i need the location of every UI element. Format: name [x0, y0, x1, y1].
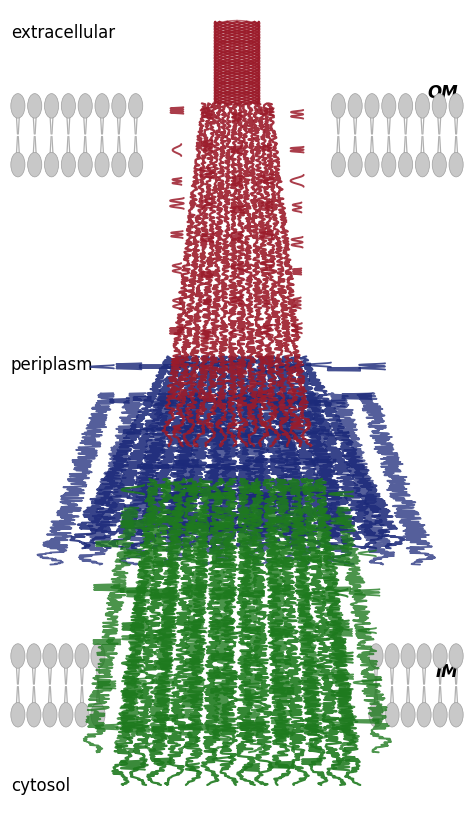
Circle shape	[91, 703, 105, 727]
Text: cytosol: cytosol	[11, 776, 70, 794]
Circle shape	[369, 703, 383, 727]
Circle shape	[415, 152, 429, 177]
Circle shape	[27, 644, 41, 668]
Circle shape	[27, 93, 42, 118]
Circle shape	[78, 93, 92, 118]
Circle shape	[365, 152, 379, 177]
Circle shape	[61, 93, 75, 118]
Circle shape	[45, 152, 59, 177]
Circle shape	[11, 93, 25, 118]
Circle shape	[382, 152, 396, 177]
Text: extracellular: extracellular	[11, 25, 115, 43]
Circle shape	[128, 93, 143, 118]
Circle shape	[449, 152, 463, 177]
Text: OM: OM	[428, 84, 458, 102]
Circle shape	[385, 644, 399, 668]
Circle shape	[417, 644, 431, 668]
Circle shape	[382, 93, 396, 118]
Circle shape	[61, 152, 75, 177]
Circle shape	[385, 703, 399, 727]
Circle shape	[331, 152, 346, 177]
Circle shape	[415, 93, 429, 118]
Circle shape	[432, 152, 447, 177]
Circle shape	[401, 703, 415, 727]
Circle shape	[369, 644, 383, 668]
Circle shape	[27, 703, 41, 727]
Circle shape	[59, 644, 73, 668]
Circle shape	[348, 152, 362, 177]
Circle shape	[27, 152, 42, 177]
Circle shape	[75, 703, 89, 727]
Circle shape	[43, 703, 57, 727]
Circle shape	[112, 152, 126, 177]
Circle shape	[11, 644, 25, 668]
Circle shape	[78, 152, 92, 177]
Circle shape	[348, 93, 362, 118]
Circle shape	[399, 93, 413, 118]
Circle shape	[331, 93, 346, 118]
Text: IM: IM	[436, 663, 458, 681]
Circle shape	[45, 93, 59, 118]
Circle shape	[449, 703, 463, 727]
Circle shape	[432, 93, 447, 118]
Circle shape	[95, 93, 109, 118]
Circle shape	[128, 152, 143, 177]
Circle shape	[59, 703, 73, 727]
Circle shape	[433, 644, 447, 668]
Circle shape	[399, 152, 413, 177]
Circle shape	[11, 703, 25, 727]
Circle shape	[95, 152, 109, 177]
Text: periplasm: periplasm	[11, 355, 93, 373]
Circle shape	[401, 644, 415, 668]
Circle shape	[365, 93, 379, 118]
Circle shape	[433, 703, 447, 727]
Circle shape	[449, 644, 463, 668]
Circle shape	[43, 644, 57, 668]
Circle shape	[449, 93, 463, 118]
Circle shape	[417, 703, 431, 727]
Circle shape	[91, 644, 105, 668]
Circle shape	[11, 152, 25, 177]
Circle shape	[75, 644, 89, 668]
Circle shape	[112, 93, 126, 118]
